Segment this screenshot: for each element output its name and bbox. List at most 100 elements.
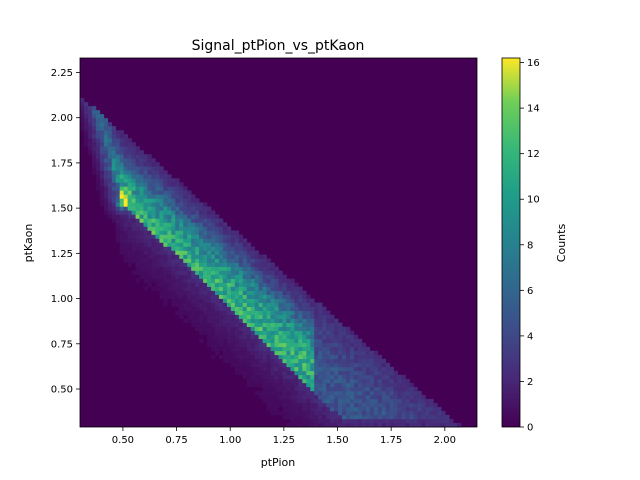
heatmap-cell <box>373 410 379 416</box>
heatmap-cell <box>127 230 132 235</box>
heatmap-cell <box>258 262 263 267</box>
heatmap-cell <box>302 394 307 400</box>
heatmap-cell <box>290 346 295 352</box>
heatmap-cell <box>282 354 287 360</box>
heatmap-cell <box>191 230 196 235</box>
heatmap-cell <box>353 378 359 384</box>
heatmap-cell <box>119 242 124 247</box>
heatmap-cell <box>357 370 363 376</box>
heatmap-cell <box>258 310 263 315</box>
heatmap-cell <box>203 238 208 243</box>
heatmap-cell <box>143 230 148 235</box>
heatmap-cell <box>242 350 248 356</box>
heatmap-cell <box>302 310 307 315</box>
heatmap-cell <box>286 302 291 307</box>
heatmap-cell <box>159 238 164 243</box>
heatmap-cell <box>365 382 371 388</box>
heatmap-cell <box>318 350 323 356</box>
heatmap-cell <box>95 154 101 159</box>
heatmap-cell <box>230 278 236 283</box>
heatmap-cell <box>345 326 351 332</box>
heatmap-cell <box>214 318 220 324</box>
heatmap-cell <box>381 358 386 364</box>
heatmap-cell <box>123 234 128 239</box>
heatmap-cell <box>107 158 113 163</box>
heatmap-cell <box>270 358 275 364</box>
heatmap-cell <box>302 322 307 328</box>
heatmap-cell <box>441 418 446 424</box>
heatmap-cell <box>290 278 295 283</box>
heatmap-cell <box>262 382 267 388</box>
heatmap-cell <box>103 154 109 159</box>
heatmap-cell <box>282 330 287 336</box>
heatmap-cell <box>373 362 379 368</box>
heatmap-cell <box>191 266 196 271</box>
heatmap-cell <box>361 378 367 384</box>
heatmap-cell <box>278 350 283 356</box>
heatmap-cell <box>123 226 128 231</box>
heatmap-cell <box>203 330 208 336</box>
heatmap-cell <box>310 378 315 384</box>
heatmap-cell <box>95 142 101 147</box>
heatmap-cell <box>389 418 394 424</box>
heatmap-cell <box>183 222 188 227</box>
heatmap-cell <box>405 406 410 412</box>
heatmap-cell <box>342 326 347 332</box>
heatmap-cell <box>369 394 375 400</box>
heatmap-cell <box>286 326 291 332</box>
heatmap-cell <box>413 406 418 412</box>
heatmap-cell <box>369 382 375 388</box>
heatmap-cell <box>226 346 232 352</box>
colorbar-tick-label: 4 <box>527 331 533 342</box>
heatmap-cell <box>361 398 367 404</box>
heatmap-cell <box>151 190 156 195</box>
heatmap-cell <box>115 134 120 139</box>
heatmap-cell <box>155 234 160 239</box>
heatmap-cell <box>326 402 331 408</box>
heatmap-cell <box>139 214 144 219</box>
heatmap-cell <box>345 374 351 380</box>
heatmap-cell <box>143 278 148 283</box>
heatmap-cell <box>314 382 319 388</box>
heatmap-cell <box>199 234 204 239</box>
heatmap-cell <box>199 298 204 303</box>
heatmap-cell <box>262 282 267 287</box>
heatmap-cell <box>322 306 327 311</box>
heatmap-cell <box>238 346 244 352</box>
heatmap-cell <box>250 330 255 336</box>
heatmap-cell <box>131 258 136 263</box>
heatmap-cell <box>349 414 355 420</box>
heatmap-cell <box>135 258 140 263</box>
heatmap-cell <box>183 278 188 283</box>
heatmap-cell <box>147 202 152 207</box>
heatmap-cell <box>457 422 462 428</box>
heatmap-cell <box>230 246 236 251</box>
heatmap-cell <box>342 386 347 392</box>
heatmap-cell <box>326 414 331 420</box>
heatmap-cell <box>250 366 255 372</box>
heatmap-cell <box>314 310 319 315</box>
heatmap-cell <box>290 314 295 320</box>
heatmap-cell <box>290 422 295 428</box>
heatmap-cell <box>183 214 188 219</box>
heatmap-cell <box>143 190 148 195</box>
heatmap-cell <box>361 406 367 412</box>
heatmap-cell <box>127 206 132 211</box>
heatmap-cell <box>203 306 208 311</box>
heatmap-cell <box>330 334 335 340</box>
heatmap-cell <box>195 218 200 223</box>
heatmap-cell <box>155 178 160 183</box>
heatmap-cell <box>318 370 323 376</box>
heatmap-cell <box>306 338 311 344</box>
heatmap-cell <box>95 158 101 163</box>
heatmap-cell <box>266 306 271 311</box>
heatmap-cell <box>369 398 375 404</box>
heatmap-cell <box>214 314 220 320</box>
heatmap-cell <box>151 266 156 271</box>
heatmap-cell <box>218 322 224 328</box>
heatmap-cell <box>278 382 283 388</box>
heatmap-cell <box>306 294 311 299</box>
heatmap-cell <box>357 414 363 420</box>
heatmap-cell <box>218 234 224 239</box>
heatmap-cell <box>218 266 224 271</box>
